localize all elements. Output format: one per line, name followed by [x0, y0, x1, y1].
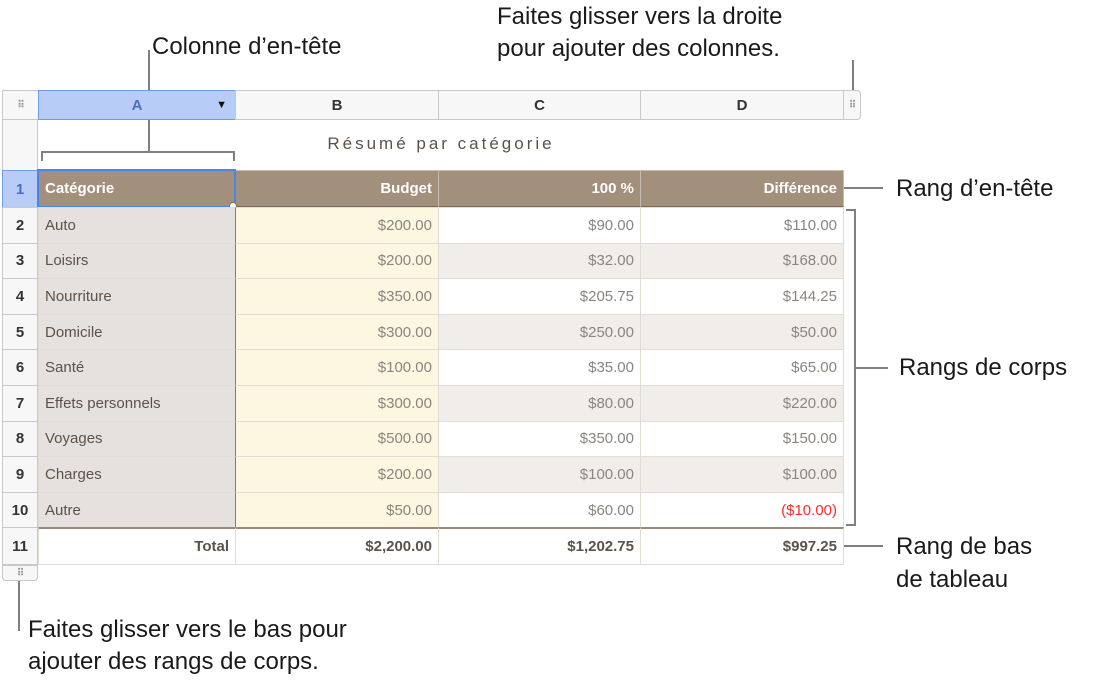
- table-cell[interactable]: $168.00: [640, 242, 844, 280]
- column-menu-chevron-icon[interactable]: ▼: [216, 99, 227, 111]
- table-cell[interactable]: $100.00: [438, 456, 641, 493]
- table-cell[interactable]: $300.00: [235, 313, 439, 351]
- footer-cell[interactable]: $2,200.00: [235, 527, 439, 566]
- footer-cell[interactable]: $997.25: [640, 527, 844, 566]
- callout-footer-row-1: Rang de bas: [896, 533, 1033, 560]
- callout-header-row: Rang d’en-tête: [896, 175, 1054, 202]
- table-select-handle[interactable]: ⠿: [2, 90, 39, 120]
- category-cell[interactable]: Santé: [38, 349, 236, 386]
- table-cell[interactable]: $50.00: [640, 313, 844, 351]
- callout-drag-right-2: pour ajouter des colonnes.: [497, 35, 780, 62]
- row-header[interactable]: 6: [2, 349, 38, 386]
- table-cell[interactable]: $350.00: [438, 420, 641, 458]
- table-cell[interactable]: $300.00: [235, 385, 439, 422]
- add-rows-handle[interactable]: ⠿: [2, 565, 38, 581]
- callout-drag-right-1: Faites glisser vers la droite: [497, 3, 783, 30]
- row-header[interactable]: 10: [2, 491, 38, 529]
- table-cell[interactable]: $350.00: [235, 278, 439, 315]
- column-header-d[interactable]: D: [640, 90, 844, 120]
- table-cell[interactable]: ($10.00): [640, 491, 844, 529]
- row-header[interactable]: 5: [2, 313, 38, 351]
- header-column-bracket: [41, 151, 235, 161]
- footer-cell[interactable]: Total: [38, 527, 236, 566]
- table-cell[interactable]: $200.00: [235, 456, 439, 493]
- category-cell[interactable]: Effets personnels: [38, 385, 236, 422]
- table-cell[interactable]: $144.25: [640, 278, 844, 315]
- category-cell[interactable]: Auto: [38, 207, 236, 244]
- category-cell[interactable]: Charges: [38, 456, 236, 493]
- table-cell[interactable]: $90.00: [438, 207, 641, 244]
- category-cell[interactable]: Loisirs: [38, 242, 236, 280]
- row-header[interactable]: 7: [2, 385, 38, 422]
- table-title[interactable]: Résumé par catégorie: [327, 134, 555, 153]
- table-cell[interactable]: $50.00: [235, 491, 439, 529]
- table-cell[interactable]: $200.00: [235, 242, 439, 280]
- row-header-1[interactable]: 1: [2, 170, 38, 208]
- row-header[interactable]: 3: [2, 242, 38, 280]
- category-cell[interactable]: Autre: [38, 491, 236, 529]
- table-cell[interactable]: $150.00: [640, 420, 844, 458]
- table-cell[interactable]: $65.00: [640, 349, 844, 386]
- body-rows-bracket: [846, 209, 856, 526]
- table-cell[interactable]: $110.00: [640, 207, 844, 244]
- table-cell[interactable]: $200.00: [235, 207, 439, 244]
- table-cell[interactable]: $100.00: [640, 456, 844, 493]
- column-header-c[interactable]: C: [438, 90, 641, 120]
- column-header-a[interactable]: A ▼: [38, 90, 236, 120]
- table-cell[interactable]: $60.00: [438, 491, 641, 529]
- category-cell[interactable]: Nourriture: [38, 278, 236, 315]
- category-cell[interactable]: Domicile: [38, 313, 236, 351]
- callout-drag-down-2: ajouter des rangs de corps.: [28, 648, 319, 675]
- table-cell[interactable]: $35.00: [438, 349, 641, 386]
- callout-footer-row-2: de tableau: [896, 566, 1009, 593]
- row-header[interactable]: 2: [2, 207, 38, 244]
- callout-drag-down-1: Faites glisser vers le bas pour: [28, 616, 347, 643]
- callout-body-rows: Rangs de corps: [899, 354, 1068, 381]
- footer-cell[interactable]: $1,202.75: [438, 527, 641, 566]
- category-cell[interactable]: Voyages: [38, 420, 236, 458]
- table-cell[interactable]: $32.00: [438, 242, 641, 280]
- callout-header-column: Colonne d’en-tête: [152, 33, 342, 60]
- table-cell[interactable]: $500.00: [235, 420, 439, 458]
- column-header-b[interactable]: B: [235, 90, 439, 120]
- selection-outline: [37, 169, 236, 208]
- table-cell[interactable]: $205.75: [438, 278, 641, 315]
- header-cell[interactable]: Différence: [640, 170, 844, 208]
- table-cell[interactable]: $220.00: [640, 385, 844, 422]
- column-label: A: [131, 96, 143, 114]
- table-cell[interactable]: $250.00: [438, 313, 641, 351]
- table-cell[interactable]: $80.00: [438, 385, 641, 422]
- header-cell[interactable]: Budget: [235, 170, 439, 208]
- table-cell[interactable]: $100.00: [235, 349, 439, 386]
- row-header[interactable]: 4: [2, 278, 38, 315]
- row-header[interactable]: 8: [2, 420, 38, 458]
- header-cell[interactable]: 100 %: [438, 170, 641, 208]
- row-header[interactable]: 9: [2, 456, 38, 493]
- row-header-footer[interactable]: 11: [2, 527, 38, 566]
- add-columns-handle[interactable]: ⠿: [843, 90, 861, 120]
- row-header-title: [2, 119, 38, 171]
